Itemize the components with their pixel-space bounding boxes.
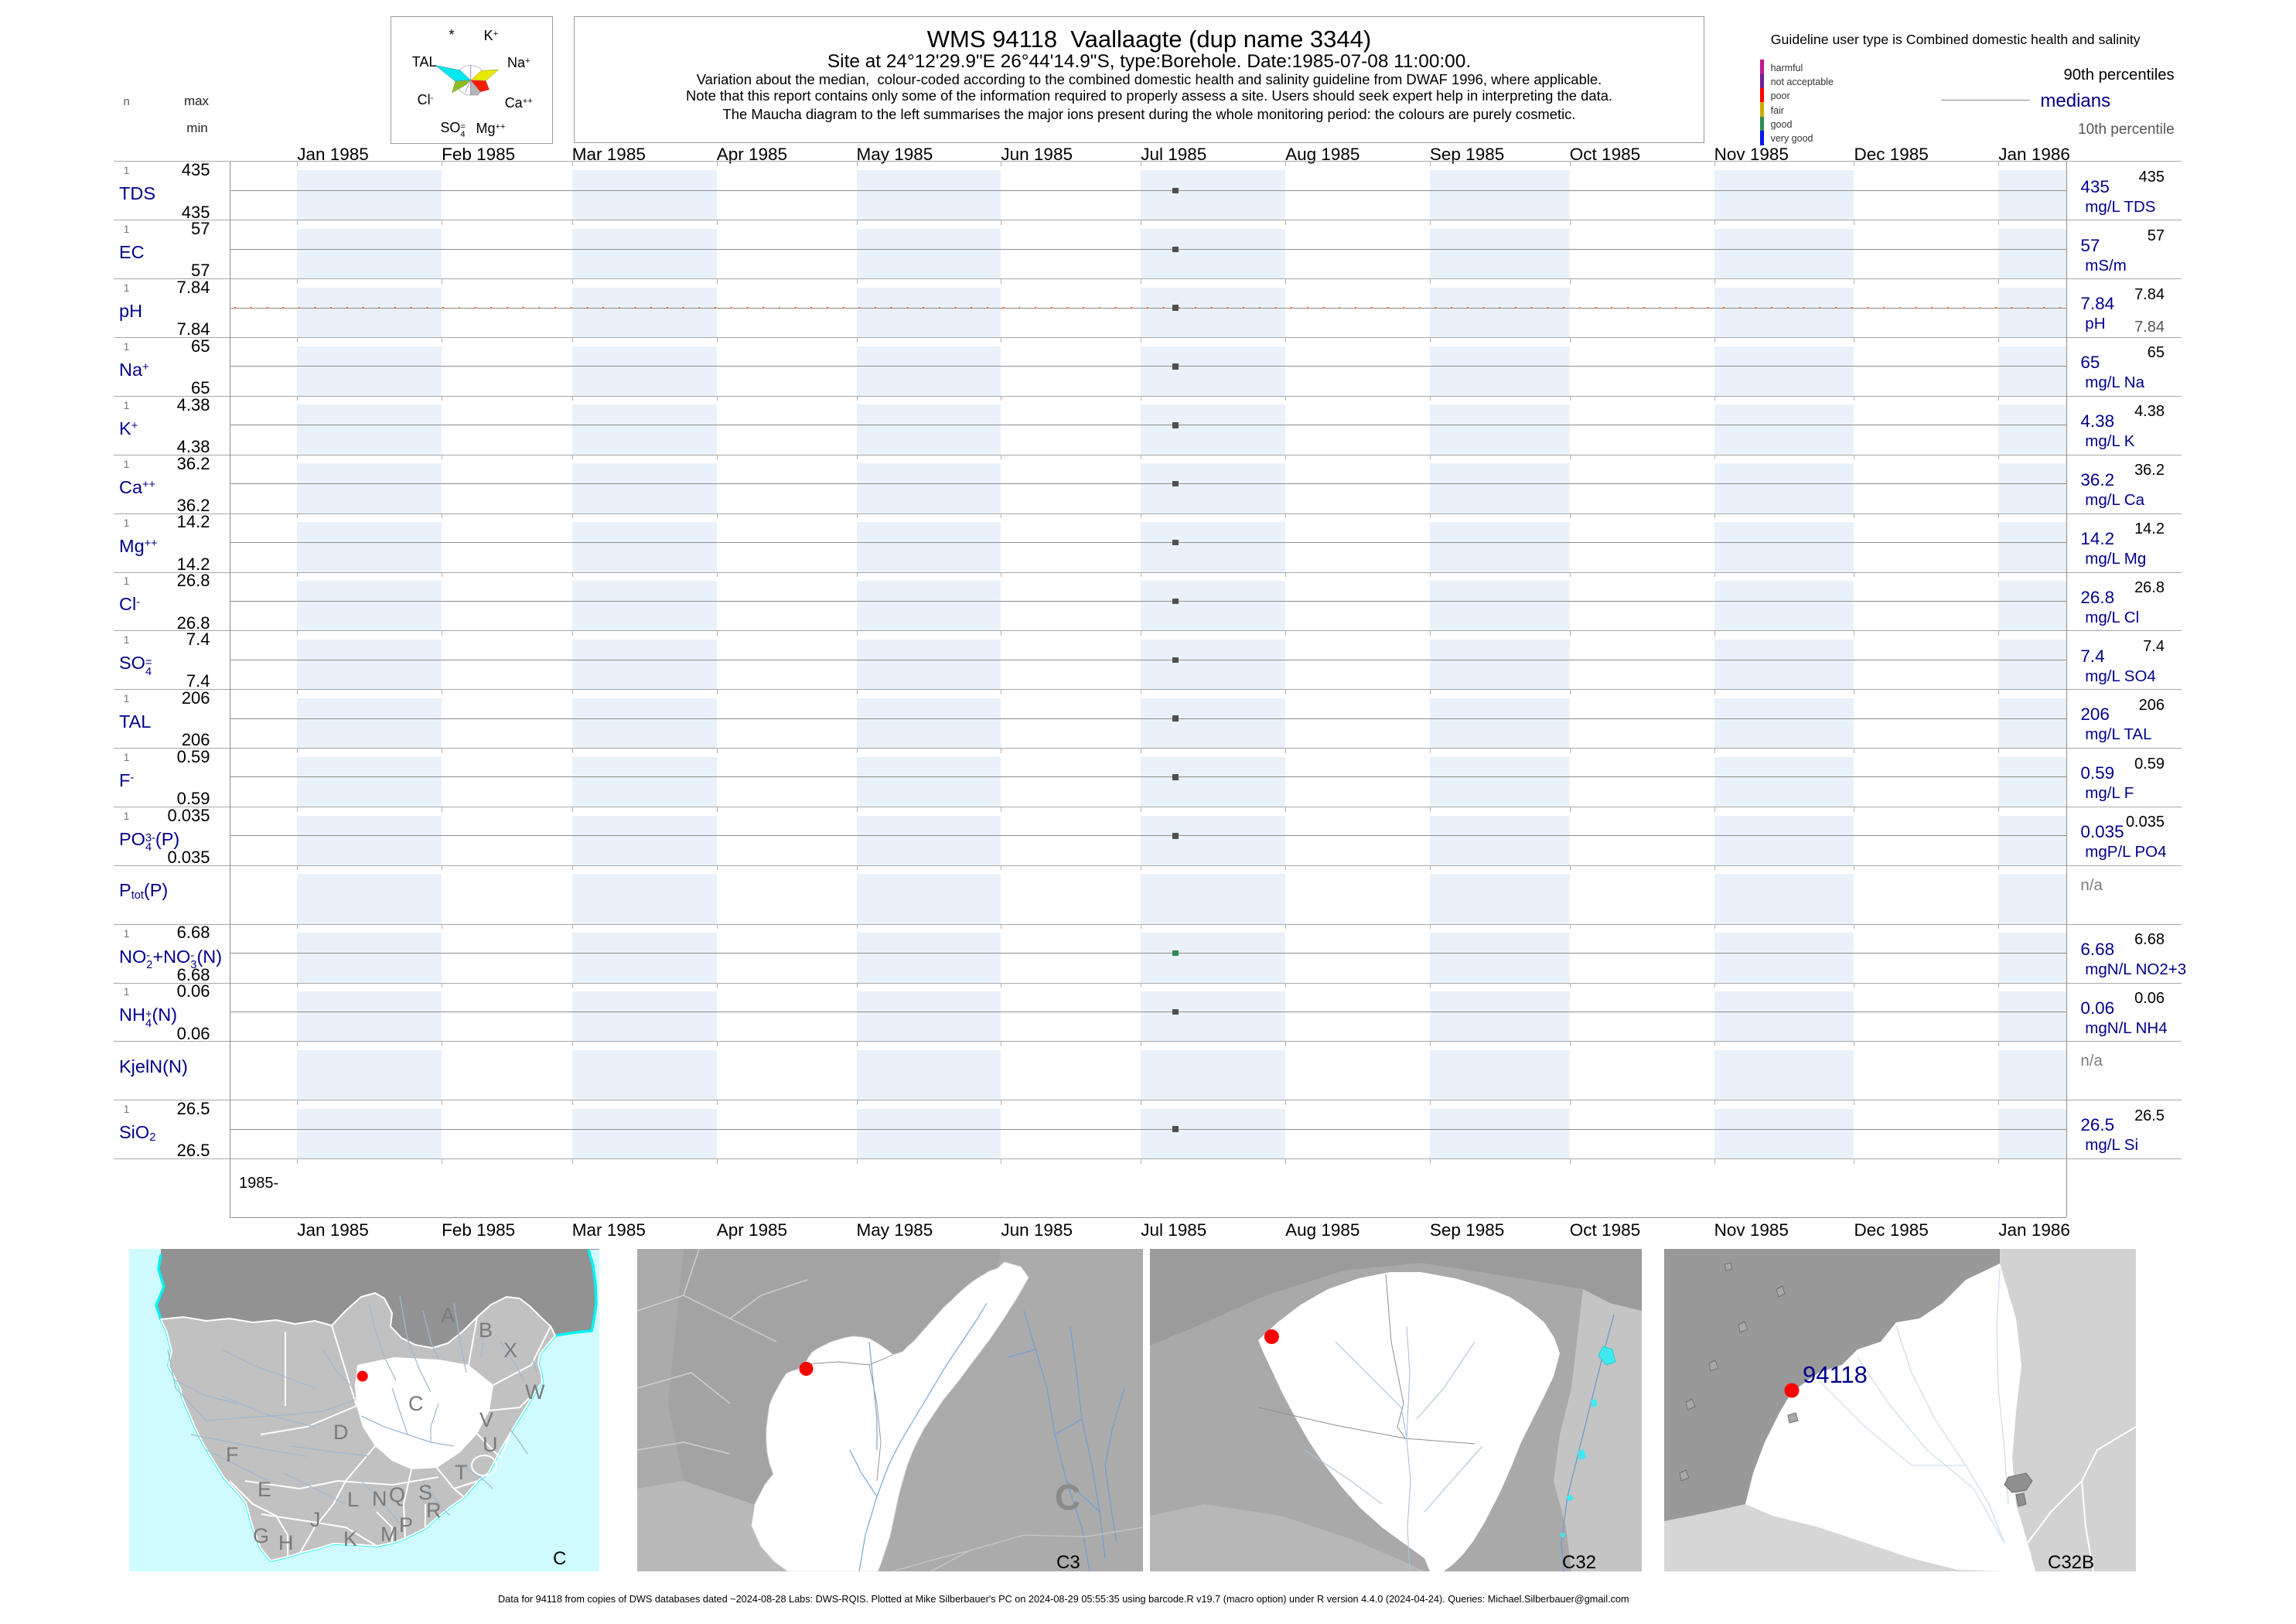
svg-text:E: E [258,1478,271,1501]
svg-text:L: L [347,1488,359,1511]
svg-text:W: W [525,1380,545,1404]
svg-text:S: S [418,1481,432,1504]
svg-text:C: C [553,1548,566,1569]
svg-text:C: C [408,1392,424,1415]
svg-text:C3: C3 [1056,1552,1080,1571]
svg-text:T: T [455,1461,468,1484]
svg-text:A: A [441,1304,455,1327]
svg-text:J: J [310,1508,321,1531]
svg-text:B: B [479,1319,493,1342]
svg-text:P: P [399,1513,413,1537]
svg-text:D: D [333,1421,349,1444]
svg-text:C32B: C32B [2048,1552,2094,1571]
svg-text:C: C [1055,1477,1080,1517]
svg-text:C32: C32 [1562,1552,1596,1571]
svg-text:94118: 94118 [1803,1361,1868,1388]
svg-text:N: N [372,1487,387,1510]
svg-text:V: V [479,1408,493,1431]
svg-text:G: G [253,1524,269,1547]
svg-text:R: R [426,1499,442,1522]
svg-text:K: K [343,1527,357,1551]
svg-text:Q: Q [389,1483,405,1506]
svg-text:M: M [380,1523,398,1546]
svg-text:H: H [278,1531,294,1554]
svg-text:U: U [483,1433,498,1456]
svg-text:F: F [226,1443,239,1466]
svg-text:X: X [503,1339,517,1362]
